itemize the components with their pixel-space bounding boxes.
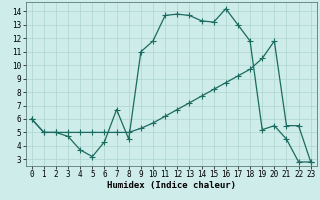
X-axis label: Humidex (Indice chaleur): Humidex (Indice chaleur) xyxy=(107,181,236,190)
